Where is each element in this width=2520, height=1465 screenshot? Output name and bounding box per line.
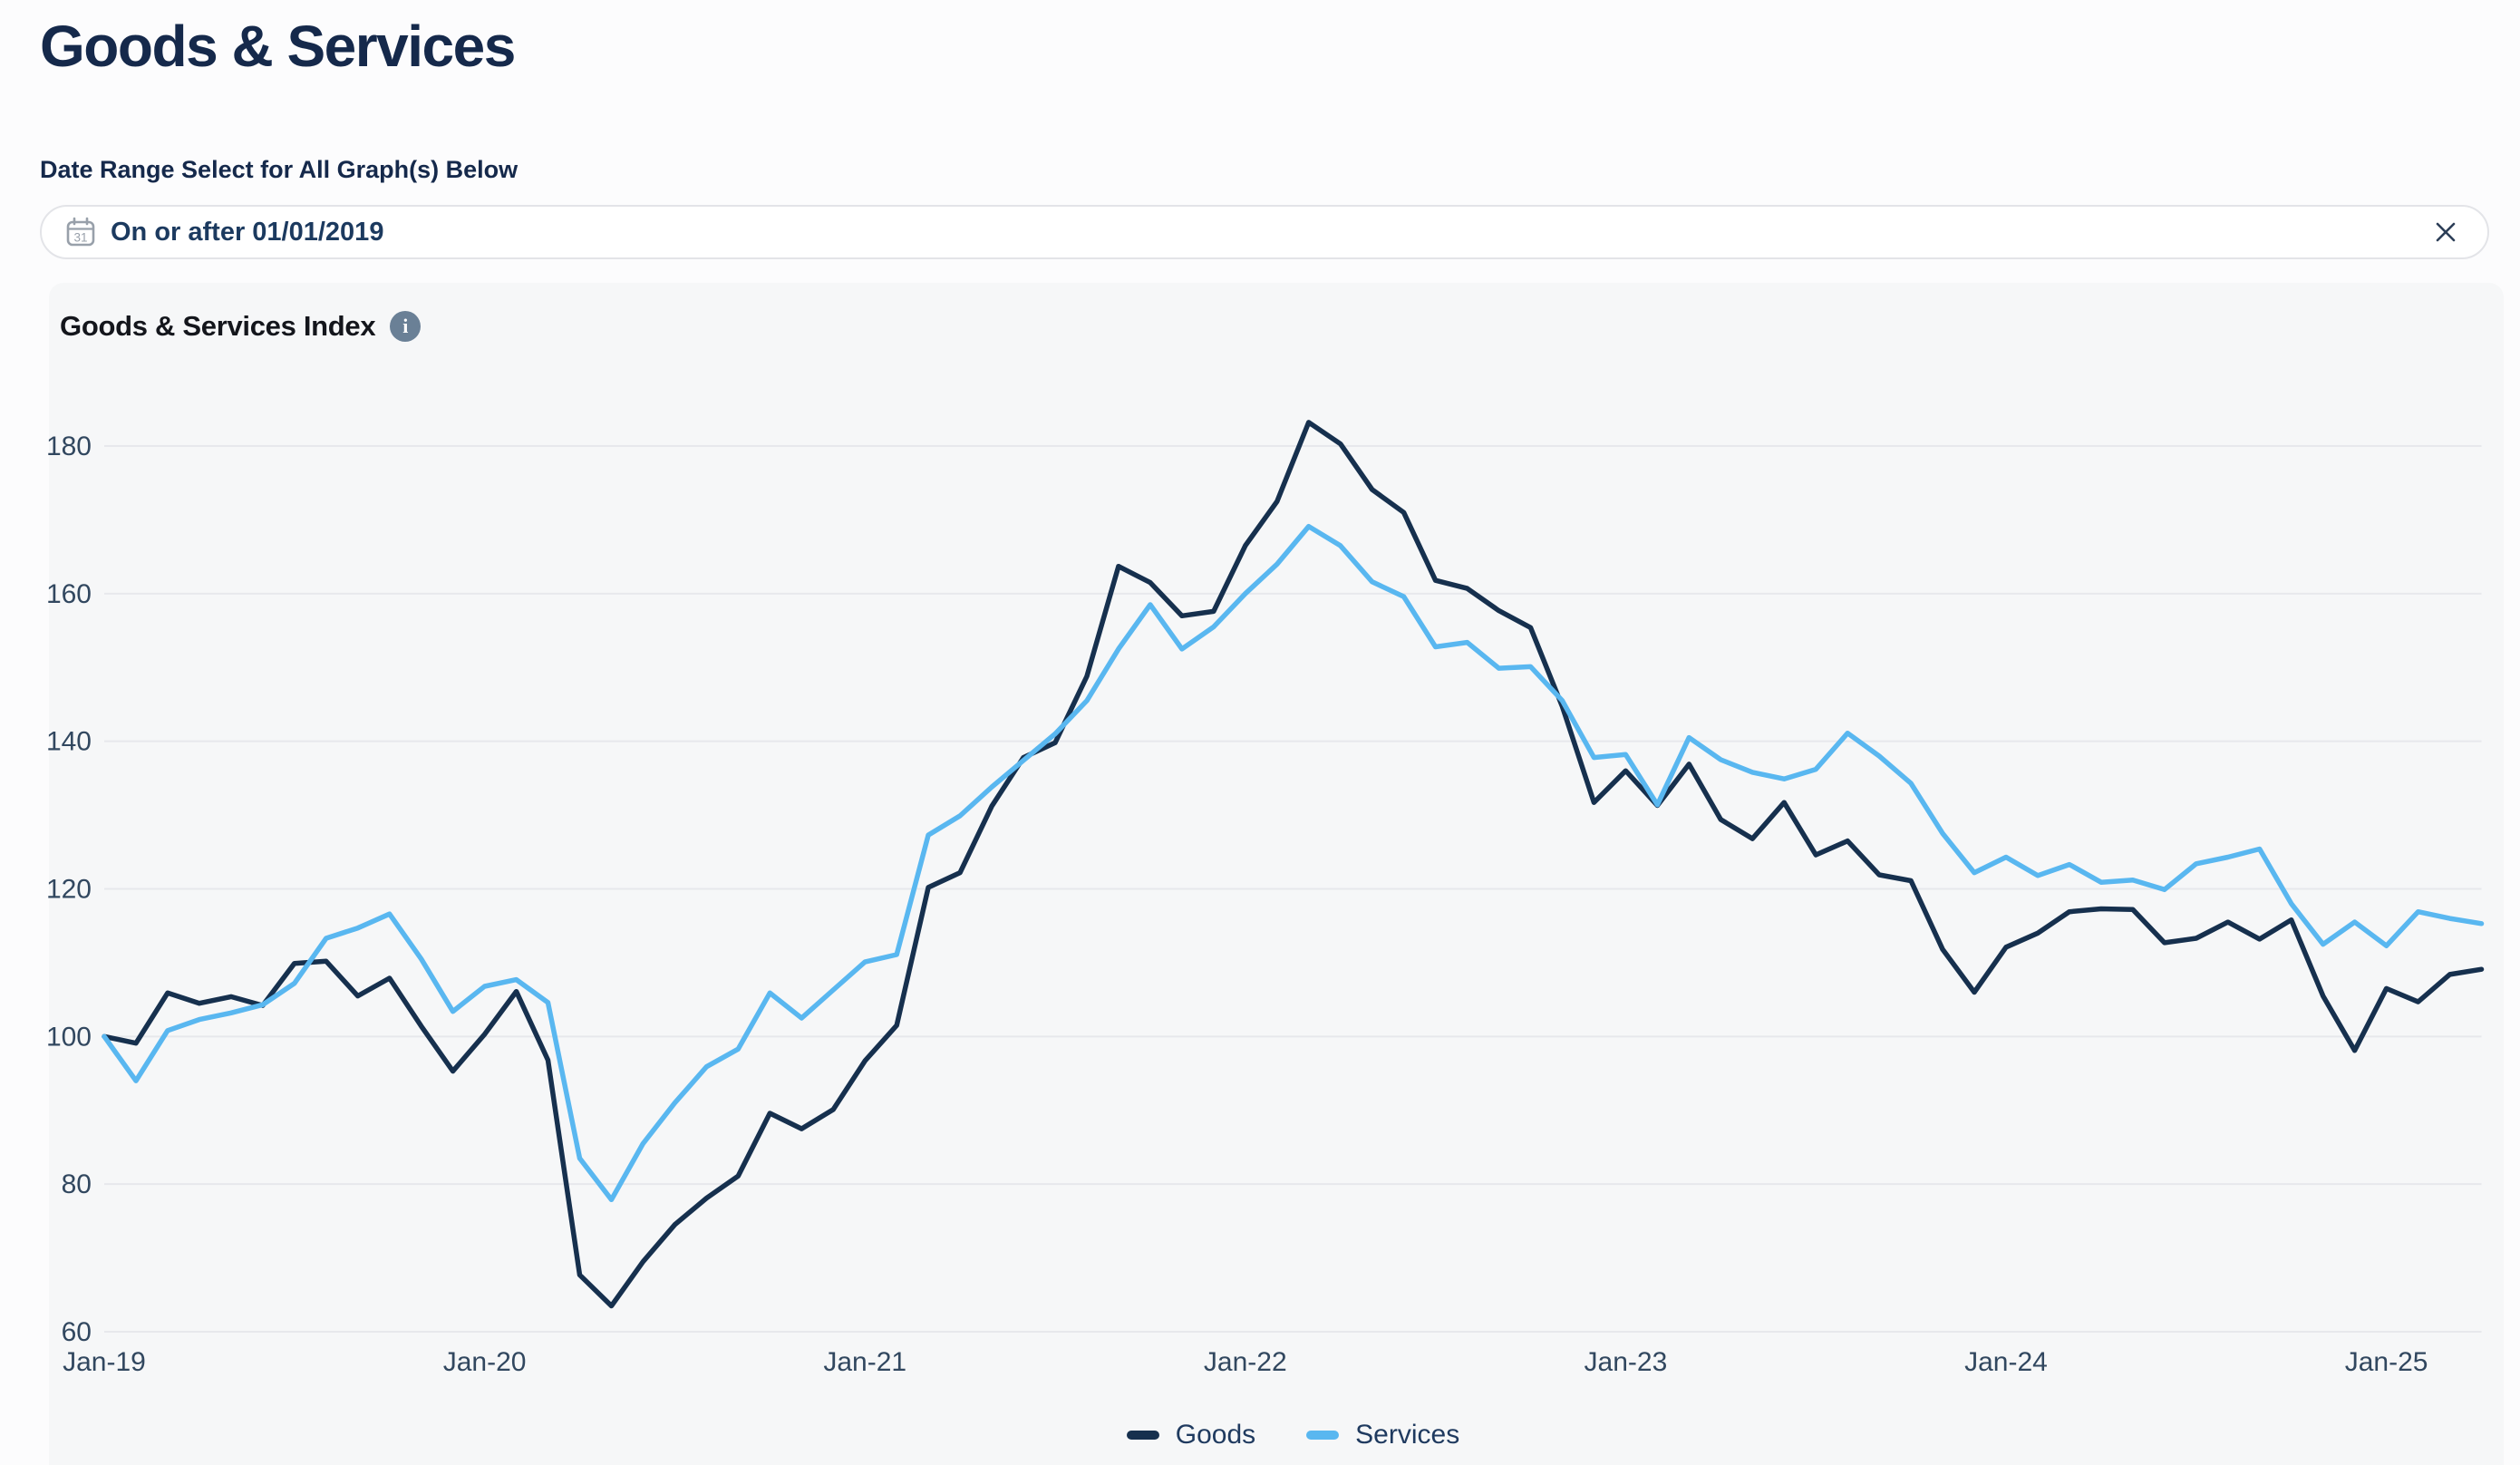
x-tick-label: Jan-21 [823,1347,906,1377]
y-tick-label: 80 [62,1169,92,1199]
svg-text:31: 31 [73,231,87,245]
date-range-filter[interactable]: 31 On or after 01/01/2019 [40,205,2489,259]
y-tick-label: 180 [46,432,92,461]
x-tick-label: Jan-20 [443,1347,527,1377]
legend-item-goods[interactable]: Goods [1126,1420,1256,1450]
page-title: Goods & Services [40,14,516,79]
date-range-value: On or after 01/01/2019 [111,217,384,247]
date-range-label: Date Range Select for All Graph(s) Below [40,156,519,183]
services-swatch-icon [1306,1431,1340,1440]
x-tick-label: Jan-19 [63,1347,146,1377]
legend-label-goods: Goods [1175,1420,1256,1450]
series-line-services [102,523,2485,1203]
x-tick-label: Jan-25 [2345,1347,2428,1377]
y-tick-label: 160 [46,579,92,609]
y-tick-label: 120 [46,875,92,905]
legend-item-services[interactable]: Services [1306,1420,1459,1450]
series-line-goods [102,420,2485,1309]
clear-filter-button[interactable] [2428,214,2464,250]
info-icon[interactable]: i [390,311,422,342]
goods-swatch-icon [1126,1431,1159,1440]
x-tick-label: Jan-23 [1585,1347,1668,1377]
chart-legend: Goods Services [104,1420,2482,1450]
y-tick-label: 60 [62,1317,92,1347]
y-tick-label: 100 [46,1022,92,1052]
x-tick-label: Jan-22 [1204,1347,1287,1377]
chart-card [49,283,2504,1465]
close-icon [2436,222,2456,242]
x-tick-label: Jan-24 [1964,1347,2048,1377]
chart-title: Goods & Services Index [60,310,376,342]
y-tick-label: 140 [46,727,92,757]
calendar-icon: 31 [66,217,95,247]
legend-label-services: Services [1355,1420,1460,1450]
